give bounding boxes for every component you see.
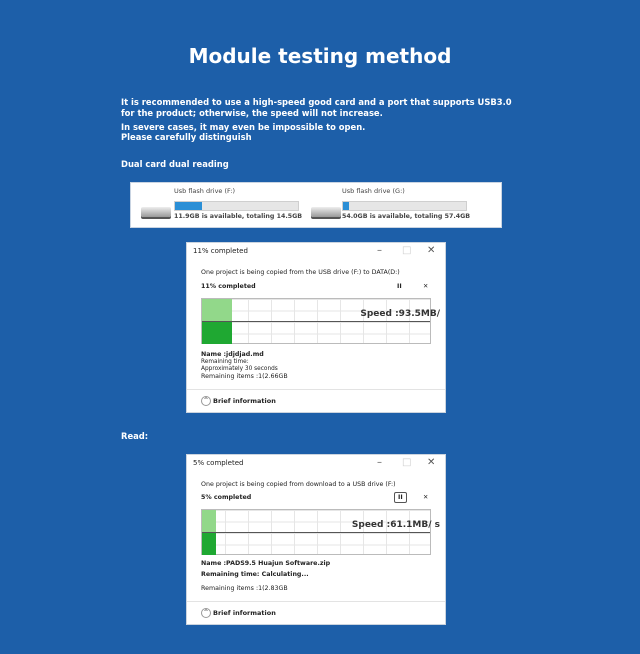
section-read-heading: Read: xyxy=(121,431,149,441)
close-button[interactable]: ✕ xyxy=(427,245,436,256)
pause-button[interactable]: II xyxy=(397,283,402,290)
usb-drive-icon xyxy=(311,207,341,217)
title-bar: 5% completed – □ ✕ xyxy=(187,455,445,473)
progress-light xyxy=(202,510,216,532)
drive-usage-fill xyxy=(175,202,203,210)
file-name: Name :PADS9.5 Huajun Software.zip xyxy=(201,560,331,567)
drives-panel: Usb flash drive (F:) 11.9GB is available… xyxy=(130,182,502,228)
drive-usage-bar xyxy=(342,201,467,211)
remaining-items: Remaining items :1(2.66GB xyxy=(201,373,288,380)
copy-message: One project is being copied from the USB… xyxy=(201,269,400,276)
remaining-items: Remaining items :1(2.83GB xyxy=(201,585,288,592)
percent-label: 5% completed xyxy=(201,494,252,501)
maximize-button[interactable]: □ xyxy=(402,457,412,468)
section-dual-heading: Dual card dual reading xyxy=(121,159,229,169)
close-button[interactable]: ✕ xyxy=(427,457,436,468)
title-bar: 11% completed – □ ✕ xyxy=(187,243,445,261)
minimize-button[interactable]: – xyxy=(377,457,382,468)
remaining-time: Remaining time: Calculating... xyxy=(201,571,309,578)
recommendation-text: It is recommended to use a high-speed go… xyxy=(121,97,512,118)
drive-label: Usb flash drive (F:) xyxy=(174,187,235,195)
drive-space-text: 54.0GB is available, totaling 57.4GB xyxy=(342,213,471,220)
warning-text: In severe cases, it may even be impossib… xyxy=(121,122,366,132)
drive-label: Usb flash drive (G:) xyxy=(342,187,405,195)
chevron-up-icon: ^ xyxy=(201,396,211,406)
copy-message: One project is being copied from downloa… xyxy=(201,481,396,488)
brief-info-button[interactable]: ^ Brief information xyxy=(201,396,276,406)
brief-info-label: Brief information xyxy=(213,397,276,405)
page-title: Module testing method xyxy=(188,44,452,68)
usb-drive-icon xyxy=(141,207,171,217)
progress-light xyxy=(202,299,233,321)
speed-graph: Speed :61.1MB/ s xyxy=(201,509,440,555)
percent-label: 11% completed xyxy=(201,283,256,290)
file-name: Name :jdjdjad.md xyxy=(201,351,264,358)
brief-info-label: Brief information xyxy=(213,609,276,617)
speed-graph: Speed :93.5MB/ xyxy=(201,298,440,344)
distinguish-text: Please carefully distinguish xyxy=(121,132,252,142)
speed-text: Speed :93.5MB/ xyxy=(360,309,440,319)
cancel-button[interactable]: ✕ xyxy=(423,283,429,290)
minimize-button[interactable]: – xyxy=(377,245,382,256)
pause-button[interactable]: II xyxy=(394,492,407,503)
dialog-title: 5% completed xyxy=(193,459,244,467)
speed-line xyxy=(202,532,430,533)
drive-space-text: 11.9GB is available, totaling 14.5GB xyxy=(174,213,303,220)
dialog-title: 11% completed xyxy=(193,247,248,255)
copy-dialog: 11% completed – □ ✕ One project is being… xyxy=(186,242,446,413)
drive-usage-bar xyxy=(174,201,299,211)
speed-line xyxy=(202,321,430,322)
progress-fill xyxy=(202,321,233,344)
copy-dialog: 5% completed – □ ✕ One project is being … xyxy=(186,454,446,625)
progress-fill xyxy=(202,532,216,555)
divider xyxy=(187,389,445,390)
speed-text: Speed :61.1MB/ s xyxy=(351,520,440,530)
maximize-button[interactable]: □ xyxy=(402,245,412,256)
cancel-button[interactable]: ✕ xyxy=(423,494,429,501)
divider xyxy=(187,601,445,602)
remaining-time: Remaining time: xyxy=(201,359,249,365)
remaining-time-value: Approximately 30 seconds xyxy=(201,366,278,372)
chevron-up-icon: ^ xyxy=(201,608,211,618)
brief-info-button[interactable]: ^ Brief information xyxy=(201,608,276,618)
drive-usage-fill xyxy=(343,202,350,210)
